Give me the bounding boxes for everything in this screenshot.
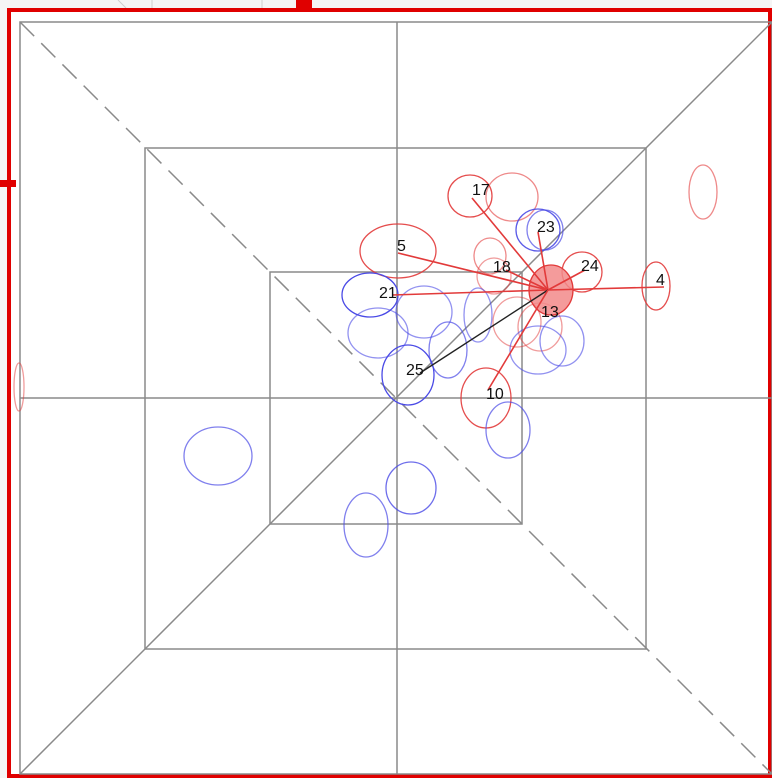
edge-13-4 (547, 286, 665, 291)
node-far-right-ellipse[interactable] (688, 164, 718, 220)
edge-13-5 (397, 252, 549, 291)
node-label-18: 18 (493, 259, 511, 276)
node-21b-ellipse[interactable] (395, 285, 453, 339)
node-layer (13, 164, 718, 558)
node-label-4: 4 (656, 272, 665, 289)
node-lower-3-ellipse[interactable] (343, 492, 389, 558)
node-18b-ellipse[interactable] (476, 257, 512, 295)
top-red-marker (296, 0, 312, 10)
node-5-ellipse[interactable] (359, 223, 437, 279)
node-17b-ellipse[interactable] (485, 172, 539, 222)
node-17-ellipse[interactable] (447, 174, 493, 218)
node-label-21: 21 (379, 285, 397, 302)
node-lower-2-ellipse[interactable] (385, 461, 437, 515)
node-25-ellipse[interactable] (381, 344, 435, 406)
window-left-strip (0, 12, 8, 778)
node-mid-1-ellipse[interactable] (463, 287, 493, 343)
node-label-17: 17 (472, 182, 490, 199)
node-left-ellipse[interactable] (183, 426, 253, 486)
node-mid-2-ellipse[interactable] (428, 321, 468, 379)
grid (19, 21, 772, 775)
node-23b-ellipse[interactable] (526, 209, 564, 251)
label-layer: 17 23 5 18 24 4 21 13 25 10 (379, 182, 665, 403)
diagonal-dashed (19, 21, 772, 775)
diagonal-main (19, 21, 772, 775)
node-4-ellipse[interactable] (641, 261, 671, 311)
node-label-13: 13 (541, 304, 559, 321)
node-label-10: 10 (486, 386, 504, 403)
edge-13-10 (487, 289, 549, 391)
edge-layer (391, 197, 665, 391)
node-23-ellipse[interactable] (515, 208, 561, 252)
node-edge-left-ellipse[interactable] (13, 362, 25, 412)
edge-13-23 (537, 231, 549, 291)
node-21c-ellipse[interactable] (347, 307, 409, 359)
node-mid-5-ellipse[interactable] (509, 325, 567, 375)
edge-13-24 (547, 269, 586, 291)
node-label-25: 25 (406, 362, 424, 379)
edge-13-17 (471, 197, 549, 291)
node-18a-ellipse[interactable] (473, 237, 507, 275)
edge-13-21 (391, 289, 549, 296)
node-mid-3-ellipse[interactable] (492, 296, 542, 348)
edge-13-25 (419, 289, 549, 374)
node-label-24: 24 (581, 258, 599, 275)
node-lower-1-ellipse[interactable] (485, 401, 531, 459)
edge-13-18 (505, 269, 549, 291)
node-mid-6-ellipse[interactable] (539, 315, 585, 367)
node-label-23: 23 (537, 219, 555, 236)
frame-border (7, 8, 772, 778)
node-label-5: 5 (397, 238, 406, 255)
